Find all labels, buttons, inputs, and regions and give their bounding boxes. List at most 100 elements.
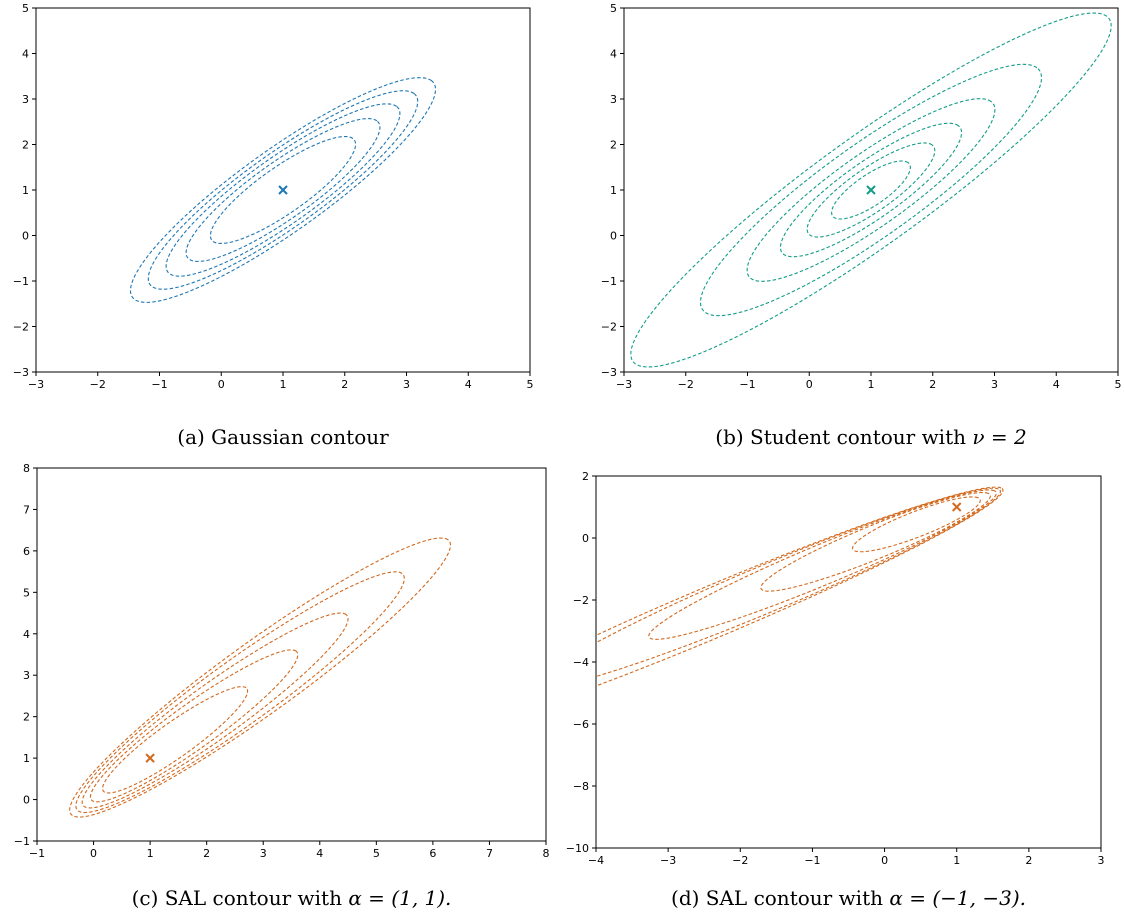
x-tick-label: −4 (588, 854, 604, 867)
y-tick-label: −2 (13, 321, 29, 334)
y-tick-label: −1 (14, 835, 30, 848)
y-tick-label: 4 (610, 48, 617, 61)
y-tick-label: −3 (601, 366, 617, 379)
y-tick-label: 5 (22, 2, 29, 15)
contour-level-2 (185, 118, 381, 262)
y-tick-label: 5 (610, 2, 617, 15)
x-tick-label: 3 (1098, 854, 1105, 867)
y-tick-label: 8 (23, 462, 30, 475)
x-tick-label: 0 (218, 378, 225, 391)
y-tick-label: 5 (23, 586, 30, 599)
x-tick-label: 6 (429, 847, 436, 860)
x-tick-label: −1 (29, 847, 45, 860)
y-tick-label: 3 (23, 669, 30, 682)
y-tick-label: 4 (22, 48, 29, 61)
center-marker (278, 185, 288, 195)
y-tick-label: −8 (573, 780, 589, 793)
y-tick-label: 3 (610, 93, 617, 106)
x-tick-label: 1 (953, 854, 960, 867)
y-tick-label: 2 (22, 139, 29, 152)
y-tick-label: −1 (601, 275, 617, 288)
x-tick-label: −3 (28, 378, 44, 391)
y-tick-label: 0 (22, 230, 29, 243)
x-tick-label: −3 (660, 854, 676, 867)
contour-level-1 (102, 686, 249, 794)
axes-frame (36, 467, 547, 842)
contour-level-2 (760, 491, 991, 592)
center-marker (145, 753, 155, 763)
contour-level-3 (165, 103, 401, 277)
panel-a: −3 −2 −1 0 1 2 3 4 5 −3 −2 −1 0 1 2 3 4 5 (a) Gaussian con… (13, 2, 534, 449)
y-tick-label: −4 (573, 656, 589, 669)
contour-level-4 (596, 487, 1001, 678)
x-tick-label: 8 (543, 847, 550, 860)
y-tick-label: 7 (23, 503, 30, 516)
y-tick-label: 2 (610, 139, 617, 152)
x-tick-label: −2 (732, 854, 748, 867)
y-tick-label: −6 (573, 718, 589, 731)
x-tick-label: 0 (90, 847, 97, 860)
y-tick-label: 3 (22, 93, 29, 106)
x-tick-label: −2 (678, 378, 694, 391)
y-tick-label: 2 (23, 711, 30, 724)
x-tick-label: 4 (316, 847, 323, 860)
panel-caption: (c) SAL contour with α = (1, 1). (132, 886, 452, 910)
panel-b: −3 −2 −1 0 1 2 3 4 5 −3 −2 −1 0 1 2 3 4 5 (b) Student cont… (601, 2, 1122, 449)
x-tick-label: −1 (151, 378, 167, 391)
contour-level-5 (699, 63, 1043, 317)
axes-frame (595, 475, 1102, 849)
y-tick-label: −2 (573, 594, 589, 607)
contour-level-5 (596, 486, 1004, 687)
x-tick-label: −1 (739, 378, 755, 391)
panel-caption: (d) SAL contour with α = (−1, −3). (671, 886, 1026, 910)
x-tick-label: 2 (203, 847, 210, 860)
contour-level-1 (852, 496, 981, 553)
x-tick-label: 3 (260, 847, 267, 860)
y-tick-label: 1 (23, 752, 30, 765)
x-tick-label: −3 (616, 378, 632, 391)
contour-set (129, 77, 437, 303)
x-tick-label: 2 (341, 378, 348, 391)
contour-set (596, 486, 1004, 687)
x-tick-label: 5 (527, 378, 534, 391)
contour-level-1 (831, 160, 911, 220)
contour-level-4 (147, 90, 419, 290)
x-tick-label: 7 (486, 847, 493, 860)
y-tick-label: 6 (23, 545, 30, 558)
contour-level-6 (630, 12, 1112, 368)
x-tick-label: 0 (806, 378, 813, 391)
x-tick-label: 4 (1053, 378, 1060, 391)
x-tick-label: 0 (881, 854, 888, 867)
center-marker (952, 502, 962, 512)
contour-set (69, 537, 452, 818)
panel-d: −4 −3 −2 −1 0 1 2 3−10−8−6−4−202(d) SAL contour… (566, 470, 1105, 910)
y-tick-label: 1 (610, 184, 617, 197)
contour-set (630, 12, 1112, 368)
panel-caption: (a) Gaussian contour (177, 425, 389, 449)
contour-level-2 (806, 142, 936, 238)
y-tick-label: 1 (22, 184, 29, 197)
y-tick-label: 2 (582, 470, 589, 483)
x-tick-label: 3 (991, 378, 998, 391)
y-tick-label: 0 (582, 532, 589, 545)
y-tick-label: −3 (13, 366, 29, 379)
x-tick-label: 2 (929, 378, 936, 391)
x-tick-label: 2 (1025, 854, 1032, 867)
contour-level-3 (648, 489, 997, 640)
contour-level-4 (75, 571, 405, 814)
panel-caption: (b) Student contour with ν = 2 (715, 425, 1026, 449)
contour-level-5 (69, 537, 452, 818)
y-tick-label: 0 (23, 794, 30, 807)
y-tick-label: 0 (610, 230, 617, 243)
contour-level-1 (209, 135, 357, 245)
contour-level-3 (81, 612, 349, 809)
x-tick-label: 1 (147, 847, 154, 860)
contour-level-3 (779, 122, 963, 258)
x-tick-label: 1 (868, 378, 875, 391)
y-tick-label: −10 (566, 842, 589, 855)
x-tick-label: −2 (90, 378, 106, 391)
y-tick-label: −1 (13, 275, 29, 288)
y-tick-label: 4 (23, 628, 30, 641)
contour-level-4 (746, 98, 996, 282)
